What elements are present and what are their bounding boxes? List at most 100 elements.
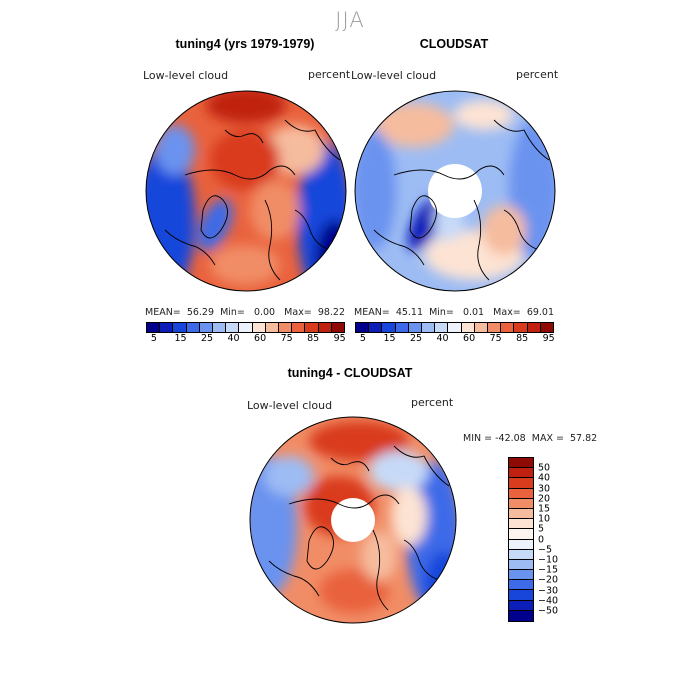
season-title: JJA xyxy=(335,8,365,32)
model-mean-value: 56.29 xyxy=(186,307,215,318)
colorbar-swatch xyxy=(509,600,533,611)
colorbar-tick-label: 5 xyxy=(150,333,157,344)
colorbar-swatch xyxy=(509,590,533,601)
colorbar-tick-label: 25 xyxy=(409,333,423,344)
colorbar-swatch xyxy=(279,323,293,332)
colorbar-swatch xyxy=(292,323,306,332)
colorbar-tick-label: 5 xyxy=(359,333,366,344)
colorbar-swatch xyxy=(369,323,383,332)
colorbar-tick-label: 25 xyxy=(200,333,214,344)
model-colorbar-swatches xyxy=(146,322,345,333)
colorbar-swatch xyxy=(509,549,533,560)
colorbar-swatch xyxy=(265,323,280,332)
obs-colorbar: 5 15 25 40 60 75 85 95 xyxy=(355,322,555,345)
colorbar-swatch xyxy=(226,323,240,332)
colorbar-tick-label: 40 xyxy=(227,333,240,344)
diff-units-label: percent xyxy=(411,396,454,409)
obs-stats: MEAN= 45.11 Min= 0.01 Max= 69.01 xyxy=(354,307,554,318)
colorbar-swatch xyxy=(160,323,174,332)
colorbar-tick-label: 75 xyxy=(489,333,502,344)
colorbar-tick-label: 0 xyxy=(538,534,545,546)
model-stats: MEAN= 56.29 Min= 0.00 Max= 98.22 xyxy=(145,307,345,318)
colorbar-swatch xyxy=(501,323,515,332)
colorbar-tick-label: −15 xyxy=(538,564,559,576)
colorbar-tick-label: 95 xyxy=(542,333,555,344)
colorbar-swatch xyxy=(199,323,214,332)
colorbar-swatch xyxy=(382,323,396,332)
colorbar-swatch xyxy=(186,323,200,332)
colorbar-tick-label: 85 xyxy=(516,333,529,344)
colorbar-tick-label: −40 xyxy=(538,595,559,607)
colorbar-swatch xyxy=(509,610,533,621)
colorbar-swatch xyxy=(509,508,533,520)
colorbar-swatch xyxy=(435,323,449,332)
colorbar-swatch xyxy=(509,498,533,509)
colorbar-tick-label: 40 xyxy=(436,333,449,344)
model-min-value: 0.00 xyxy=(253,307,276,318)
model-mean-label: MEAN= xyxy=(145,307,181,318)
colorbar-tick-label: 50 xyxy=(538,462,551,474)
colorbar-swatch xyxy=(173,323,187,332)
model-colorbar: 5 15 25 40 60 75 85 95 xyxy=(146,322,346,345)
colorbar-tick-label: −30 xyxy=(538,585,559,597)
colorbar-swatch xyxy=(509,519,533,530)
colorbar-tick-label: 95 xyxy=(333,333,346,344)
obs-colorbar-swatches xyxy=(355,322,554,333)
model-max-value: 98.22 xyxy=(317,307,346,318)
obs-units-label: percent xyxy=(516,68,559,81)
model-polar-map xyxy=(145,90,347,292)
colorbar-tick-label: 60 xyxy=(463,333,476,344)
obs-colorbar-ticks: 5 15 25 40 60 75 85 95 xyxy=(355,333,555,345)
colorbar-swatch xyxy=(318,323,332,332)
colorbar-swatch xyxy=(509,478,533,489)
colorbar-swatch xyxy=(422,323,436,332)
colorbar-tick-label: 15 xyxy=(174,333,187,344)
colorbar-tick-label: −5 xyxy=(538,544,553,556)
colorbar-swatch xyxy=(331,323,345,332)
obs-panel-title: CLOUDSAT xyxy=(419,37,489,51)
obs-mean-label: MEAN= xyxy=(354,307,390,318)
colorbar-tick-label: 20 xyxy=(538,493,551,505)
colorbar-swatch xyxy=(408,323,423,332)
colorbar-tick-label: 15 xyxy=(383,333,396,344)
model-max-label: Max= xyxy=(284,307,312,318)
colorbar-swatch xyxy=(239,323,253,332)
colorbar-swatch xyxy=(305,323,319,332)
colorbar-tick-label: 5 xyxy=(538,523,545,535)
obs-max-label: Max= xyxy=(493,307,521,318)
diff-variable-label: Low-level cloud xyxy=(247,399,333,412)
colorbar-tick-label: 15 xyxy=(538,503,551,515)
obs-max-value: 69.01 xyxy=(526,307,555,318)
obs-min-label: Min= xyxy=(429,307,454,318)
colorbar-swatch xyxy=(509,468,533,479)
colorbar-tick-label: 60 xyxy=(254,333,267,344)
colorbar-swatch xyxy=(509,488,533,499)
colorbar-tick-label: −10 xyxy=(538,554,559,566)
colorbar-swatch xyxy=(474,323,489,332)
obs-variable-label: Low-level cloud xyxy=(351,69,437,82)
model-panel-title: tuning4 (yrs 1979-1979) xyxy=(175,37,315,51)
colorbar-swatch xyxy=(527,323,541,332)
model-variable-label: Low-level cloud xyxy=(143,69,229,82)
colorbar-swatch xyxy=(509,570,533,581)
colorbar-tick-label: 40 xyxy=(538,472,551,484)
colorbar-tick-label: 75 xyxy=(280,333,293,344)
colorbar-swatch xyxy=(514,323,528,332)
colorbar-swatch xyxy=(509,539,533,550)
diff-colorbar xyxy=(508,457,534,622)
obs-polar-map xyxy=(354,90,556,292)
model-min-label: Min= xyxy=(220,307,245,318)
diff-minmax: MIN = -42.08 MAX = 57.82 xyxy=(463,433,598,444)
colorbar-swatch xyxy=(509,529,533,540)
diff-polar-map xyxy=(249,416,457,624)
colorbar-swatch xyxy=(252,323,266,332)
diff-panel-title: tuning4 - CLOUDSAT xyxy=(287,366,413,380)
colorbar-swatch xyxy=(395,323,409,332)
colorbar-swatch xyxy=(461,323,475,332)
colorbar-swatch xyxy=(213,323,227,332)
colorbar-swatch xyxy=(147,323,161,332)
colorbar-swatch xyxy=(356,323,370,332)
colorbar-swatch xyxy=(509,580,533,591)
colorbar-tick-label: 10 xyxy=(538,513,551,525)
colorbar-tick-label: −20 xyxy=(538,574,559,586)
